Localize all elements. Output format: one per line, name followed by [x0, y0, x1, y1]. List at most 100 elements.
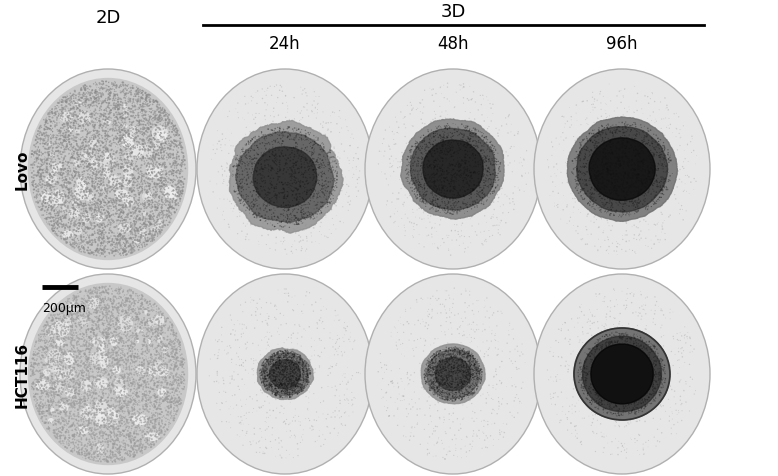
Point — [121, 333, 133, 341]
Point — [75, 358, 88, 366]
Point — [282, 380, 295, 388]
Point — [430, 352, 443, 359]
Point — [443, 390, 455, 397]
Point — [115, 446, 128, 453]
Point — [601, 125, 614, 132]
Point — [141, 236, 153, 244]
Point — [107, 295, 119, 302]
Point — [293, 380, 305, 388]
Point — [645, 135, 657, 142]
Point — [34, 182, 47, 190]
Point — [431, 167, 443, 174]
Point — [110, 451, 122, 459]
Point — [245, 178, 258, 186]
Point — [155, 406, 167, 413]
Point — [431, 347, 443, 355]
Point — [646, 365, 658, 372]
Point — [392, 124, 405, 132]
Point — [96, 207, 108, 214]
Point — [280, 348, 293, 356]
Point — [591, 174, 603, 182]
Point — [570, 174, 583, 181]
Point — [89, 92, 102, 100]
Point — [275, 385, 288, 392]
Point — [154, 155, 166, 163]
Point — [65, 318, 78, 326]
Point — [286, 163, 298, 171]
Point — [27, 380, 40, 387]
Point — [626, 162, 638, 169]
Point — [99, 237, 111, 244]
Point — [324, 147, 336, 154]
Point — [561, 202, 573, 209]
Point — [104, 387, 117, 395]
Point — [162, 133, 174, 140]
Point — [152, 109, 165, 117]
Point — [127, 173, 139, 180]
Point — [93, 208, 105, 215]
Point — [286, 417, 299, 425]
Point — [103, 416, 115, 423]
Point — [88, 192, 100, 199]
Point — [149, 403, 161, 410]
Point — [81, 312, 93, 320]
Point — [103, 96, 115, 104]
Point — [247, 184, 259, 192]
Point — [426, 307, 438, 315]
Point — [121, 377, 134, 385]
Point — [142, 120, 154, 128]
Point — [428, 380, 440, 387]
Point — [82, 114, 95, 122]
Point — [91, 372, 103, 380]
Point — [296, 387, 308, 395]
Point — [296, 190, 309, 198]
Point — [324, 429, 336, 437]
Point — [433, 357, 446, 365]
Point — [324, 329, 336, 337]
Point — [269, 360, 282, 368]
Point — [272, 389, 284, 397]
Point — [588, 313, 601, 320]
Point — [119, 307, 131, 315]
Point — [405, 147, 417, 154]
Point — [76, 227, 89, 234]
Point — [447, 304, 459, 312]
Point — [609, 183, 622, 190]
Point — [464, 352, 477, 360]
Point — [90, 98, 103, 105]
Point — [76, 184, 89, 191]
Point — [587, 127, 599, 135]
Point — [73, 90, 86, 98]
Point — [100, 305, 113, 313]
Point — [145, 190, 158, 198]
Point — [622, 155, 635, 163]
Point — [647, 163, 659, 170]
Point — [127, 119, 139, 127]
Point — [296, 360, 309, 368]
Point — [130, 126, 142, 133]
Point — [46, 146, 58, 154]
Point — [254, 370, 266, 377]
Point — [118, 200, 131, 208]
Point — [135, 426, 147, 434]
Point — [616, 412, 629, 419]
Point — [280, 386, 293, 394]
Point — [418, 156, 430, 163]
Point — [436, 134, 448, 141]
Point — [140, 343, 152, 351]
Point — [116, 404, 128, 412]
Point — [108, 252, 121, 260]
Point — [71, 119, 83, 126]
Point — [60, 351, 72, 359]
Point — [436, 138, 449, 145]
Point — [120, 248, 132, 256]
Point — [306, 188, 318, 195]
Point — [616, 127, 629, 134]
Point — [128, 352, 140, 359]
Point — [80, 308, 93, 316]
Point — [87, 389, 100, 397]
Point — [457, 198, 469, 206]
Point — [619, 121, 631, 129]
Point — [102, 402, 114, 410]
Point — [108, 303, 121, 311]
